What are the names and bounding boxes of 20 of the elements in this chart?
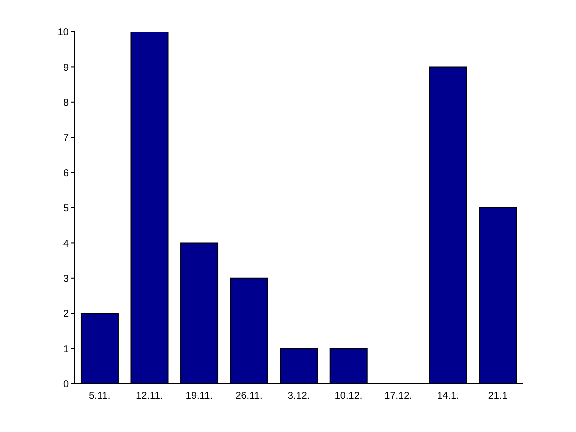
x-tick-label: 19.11. (186, 391, 213, 402)
y-tick-label: 5 (63, 204, 70, 215)
y-tick-label: 8 (63, 98, 70, 109)
y-tick-label: 4 (63, 238, 70, 250)
y-tick-label: 10 (58, 28, 70, 39)
y-tick-label: 3 (63, 274, 70, 285)
x-tick-label: 10.12. (334, 391, 363, 402)
x-tick-label: 26.11. (236, 391, 263, 402)
x-tick-label: 21.1 (488, 391, 508, 402)
x-tick-label: 17.12. (384, 391, 412, 402)
y-tick-label: 7 (63, 133, 70, 144)
x-tick-label: 12.11. (136, 391, 164, 402)
y-tick-label: 9 (63, 62, 70, 74)
x-tick-label: 5.11. (89, 391, 111, 402)
y-tick-label: 1 (63, 344, 70, 356)
y-tick-label: 2 (63, 309, 70, 320)
y-tick-label: 6 (63, 168, 70, 180)
x-tick-label: 14.1. (437, 391, 460, 402)
y-tick-label: 0 (63, 380, 70, 391)
x-tick-label: 3.12. (288, 391, 310, 402)
